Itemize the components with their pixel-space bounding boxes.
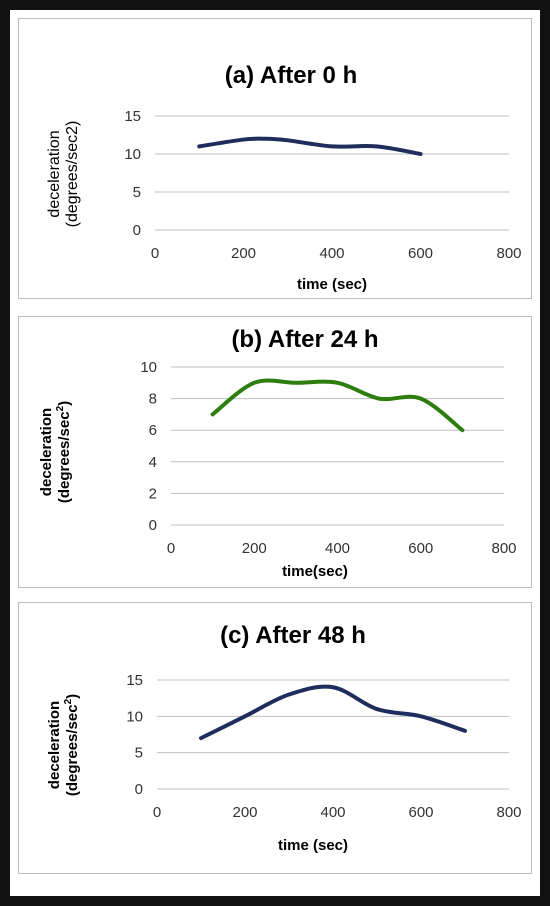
chart-c-y-axis-label-line2: (degrees/sec2) [63,694,81,796]
chart-b-ytick-label: 8 [149,391,157,408]
chart-c-x-axis-label: time (sec) [278,837,348,854]
chart-b-data-point [377,397,381,401]
chart-c-data-point [199,736,203,740]
chart-a-data-point [264,137,268,141]
chart-b-y-axis-label-unit: (degrees/sec [56,411,73,503]
chart-c-xtick-label: 0 [153,804,161,821]
chart-b-xtick-label: 0 [167,540,175,557]
chart-b-panel: (b) After 24 h 0 2 4 6 8 10 0 200 400 600 800 time(s… [18,316,532,588]
chart-c-xtick-label: 600 [408,804,433,821]
chart-b-y-axis-label-sup: 2 [55,405,66,411]
chart-c-xtick-label: 200 [232,804,257,821]
chart-c-title: (c) After 48 h [220,622,366,649]
chart-b-y-axis-label-line2: (degrees/sec2) [55,401,73,503]
chart-b-title: (b) After 24 h [231,326,378,353]
chart-c-series-line [199,684,467,741]
chart-c-ytick-label: 10 [126,708,143,725]
chart-c-xtick-label: 400 [320,804,345,821]
chart-a-data-point [286,138,290,142]
chart-c-data-point [419,714,423,718]
chart-b-xtick-label: 200 [242,540,267,557]
chart-a-ytick-label: 5 [133,184,141,201]
chart-b-x-axis-label: time(sec) [282,563,348,580]
chart-b-xtick-label: 400 [325,540,350,557]
chart-a-xtick-label: 800 [496,245,521,262]
chart-a-y-axis-label: deceleration (degrees/sec2) [46,121,81,228]
chart-c-y-axis-label-close: ) [64,694,81,699]
chart-b-y-axis-label: deceleration (degrees/sec2) [38,401,73,503]
chart-b-data-point [336,381,340,385]
chart-c-data-point [375,707,379,711]
chart-a-series-line [197,136,423,156]
chart-a-ytick-label: 15 [124,108,141,125]
chart-a-data-point [374,144,378,148]
chart-a-y-axis-label-unit: (degrees/sec2) [64,121,81,228]
chart-b-data-point [252,381,256,385]
chart-b-series-line [210,378,465,433]
chart-b-data-point [211,412,215,416]
chart-b-ytick-label: 6 [149,422,157,439]
chart-a-data-point [419,152,423,156]
chart-c-data-point [243,714,247,718]
chart-c-panel: (c) After 48 h 0 5 10 15 0 200 400 600 800 time (s… [18,602,532,874]
chart-c-y-axis-label-line1: deceleration [46,701,63,789]
chart-b-data-point [294,381,298,385]
chart-c-data-point [331,685,335,689]
chart-c-y-axis-label-unit: (degrees/sec [64,704,81,796]
chart-a-svg: (a) After 0 h 0 5 10 15 0 200 400 600 800 time (se… [46,62,522,293]
chart-b-y-axis-label-close: ) [56,401,73,406]
chart-a-xtick-label: 600 [408,245,433,262]
chart-a-title: (a) After 0 h [225,62,357,89]
chart-a-ytick-label: 0 [133,222,141,239]
chart-a-xtick-label: 200 [231,245,256,262]
chart-b-data-point [419,397,423,401]
chart-c-y-axis-label-sup: 2 [63,698,74,704]
chart-b-data-point [460,428,464,432]
chart-c-ytick-label: 0 [135,781,143,798]
chart-b-ytick-label: 10 [140,359,157,376]
chart-a-y-axis-label-line1: deceleration [46,130,63,217]
chart-b-ytick-label: 2 [149,485,157,502]
chart-b-xtick-label: 600 [408,540,433,557]
chart-a-xtick-label: 400 [319,245,344,262]
chart-a-xtick-label: 0 [151,245,159,262]
chart-a-data-point [242,138,246,142]
chart-c-xtick-label: 800 [496,804,521,821]
chart-b-ytick-label: 4 [149,454,157,471]
chart-b-xtick-label: 800 [491,540,516,557]
chart-c-y-axis-label: deceleration (degrees/sec2) [46,694,81,796]
chart-a-data-point [197,144,201,148]
chart-c-ytick-label: 15 [126,672,143,689]
chart-a-data-point [330,144,334,148]
chart-a-panel: (a) After 0 h 0 5 10 15 0 200 400 600 800 time (se… [18,18,532,299]
chart-a-x-axis-label: time (sec) [297,276,367,293]
chart-b-ytick-label: 0 [149,517,157,534]
chart-b-y-axis-label-line1: deceleration [38,408,55,496]
chart-b-svg: (b) After 24 h 0 2 4 6 8 10 0 200 400 600 800 time(s… [38,326,517,580]
chart-a-ytick-label: 10 [124,146,141,163]
chart-a-y-axis-label-line2: (degrees/sec2) [64,121,81,228]
chart-c-data-point [463,729,467,733]
chart-c-svg: (c) After 48 h 0 5 10 15 0 200 400 600 800 time (s… [46,622,522,854]
chart-c-data-point [287,693,291,697]
chart-c-ytick-label: 5 [135,745,143,762]
